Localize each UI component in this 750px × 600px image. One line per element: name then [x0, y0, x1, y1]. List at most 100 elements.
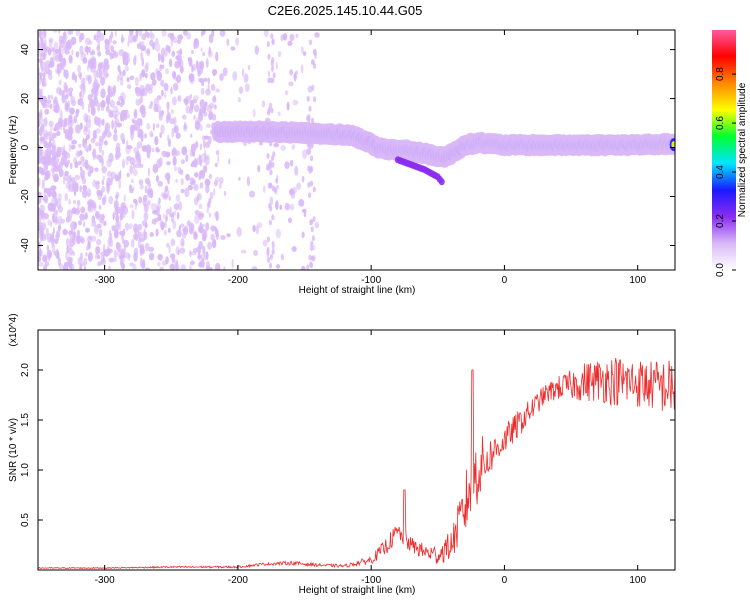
noise-cell: [158, 113, 163, 121]
noise-cell: [199, 108, 203, 114]
noise-cell: [121, 33, 124, 44]
noise-cell: [160, 54, 165, 63]
noise-cell: [49, 103, 53, 110]
noise-cell: [57, 257, 62, 267]
noise-cell: [205, 260, 210, 270]
noise-cell: [86, 236, 93, 243]
noise-cell: [38, 249, 43, 257]
noise-cell: [190, 133, 193, 138]
noise-streak-cell: [308, 192, 312, 199]
noise-cell: [114, 30, 117, 37]
noise-cell: [276, 174, 279, 184]
noise-cell: [200, 87, 205, 95]
noise-streak-cell: [267, 77, 271, 84]
noise-cell: [38, 216, 43, 220]
noise-cell: [118, 179, 122, 189]
noise-cell: [210, 233, 215, 241]
noise-cell: [172, 156, 177, 166]
noise-cell: [161, 89, 164, 97]
noise-cell: [175, 178, 178, 183]
noise-cell: [76, 234, 81, 245]
noise-cell: [97, 105, 100, 112]
noise-cell: [105, 131, 112, 138]
noise-cell: [81, 100, 85, 111]
noise-cell: [156, 71, 163, 82]
noise-cell: [199, 182, 204, 189]
noise-cell: [73, 199, 76, 205]
noise-cell: [288, 81, 294, 87]
noise-cell: [147, 167, 150, 177]
noise-cell: [40, 196, 46, 201]
noise-cell: [207, 241, 213, 250]
noise-cell: [261, 100, 266, 108]
noise-cell: [47, 48, 52, 56]
noise-cell: [149, 30, 153, 39]
noise-cell: [287, 40, 293, 46]
noise-streak-cell: [272, 151, 276, 158]
noise-cell: [212, 96, 217, 103]
noise-cell: [153, 103, 159, 112]
noise-cell: [129, 204, 134, 209]
noise-cell: [157, 180, 163, 187]
noise-cell: [235, 37, 239, 46]
noise-cell: [131, 178, 134, 184]
noise-streak-cell: [267, 256, 271, 263]
noise-cell: [148, 246, 155, 252]
noise-cell: [199, 143, 202, 151]
noise-cell: [134, 163, 141, 169]
noise-cell: [94, 167, 99, 172]
noise-cell: [289, 159, 294, 167]
noise-cell: [139, 245, 144, 250]
noise-cell: [287, 217, 293, 224]
noise-cell: [163, 82, 169, 92]
spectrogram-y-label: Frequency (Hz): [8, 116, 19, 185]
noise-cell: [223, 266, 226, 270]
noise-cell: [68, 244, 72, 250]
noise-cell: [200, 30, 204, 37]
noise-cell: [166, 161, 171, 166]
noise-cell: [68, 143, 72, 152]
noise-cell: [53, 173, 59, 183]
noise-cell: [120, 202, 127, 211]
noise-cell: [40, 100, 46, 106]
noise-cell: [205, 88, 211, 96]
noise-cell: [80, 166, 83, 172]
noise-cell: [166, 101, 170, 110]
noise-cell: [130, 129, 134, 135]
noise-cell: [219, 73, 224, 82]
noise-cell: [55, 67, 61, 75]
snr-y-label: SNR (10 * v/v): [8, 418, 19, 482]
noise-cell: [141, 263, 146, 270]
x-tick-label: 0: [502, 575, 508, 586]
noise-cell: [242, 68, 245, 78]
noise-cell: [215, 88, 221, 93]
noise-cell: [54, 196, 58, 206]
noise-cell: [118, 72, 124, 81]
noise-cell: [267, 70, 270, 77]
noise-cell: [124, 65, 129, 72]
noise-cell: [64, 129, 70, 135]
noise-cell: [68, 198, 71, 205]
noise-cell: [102, 175, 106, 181]
noise-cell: [50, 124, 53, 133]
noise-cell: [193, 183, 199, 191]
noise-cell: [293, 74, 298, 80]
x-tick-label: -300: [95, 575, 115, 586]
noise-cell: [52, 98, 57, 108]
noise-cell: [89, 63, 96, 73]
noise-cell: [176, 212, 180, 220]
noise-cell: [149, 39, 154, 47]
noise-cell: [66, 175, 72, 184]
noise-cell: [68, 87, 74, 92]
noise-cell: [292, 186, 297, 194]
noise-cell: [172, 148, 177, 155]
noise-cell: [91, 215, 96, 223]
noise-cell: [186, 32, 192, 40]
noise-cell: [190, 143, 197, 153]
noise-cell: [126, 172, 130, 178]
noise-cell: [113, 114, 118, 120]
noise-cell: [53, 30, 58, 33]
noise-cell: [141, 145, 148, 152]
noise-cell: [204, 101, 208, 107]
